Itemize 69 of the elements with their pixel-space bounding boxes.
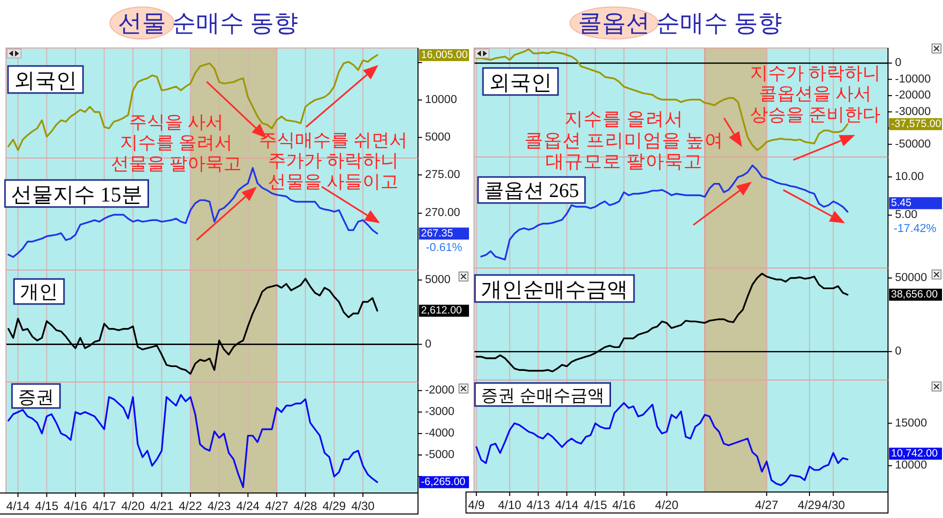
text: 16,005.00 bbox=[421, 49, 468, 62]
x-tick-label: 4/14 bbox=[555, 498, 579, 512]
line-series bbox=[476, 402, 848, 486]
y-tick-label: 10000 bbox=[425, 94, 457, 106]
series-label: 선물지수 15분 bbox=[11, 182, 142, 206]
y-tick-label: -4000 bbox=[425, 428, 454, 440]
y-tick-label: 10000 bbox=[895, 460, 927, 472]
x-tick-label: 4/24 bbox=[236, 499, 260, 513]
y-tick-label: 5000 bbox=[425, 131, 451, 144]
series-label: 개인 bbox=[20, 282, 58, 303]
x-tick-label: 4/29 bbox=[322, 499, 346, 513]
series-label: 개인순매수금액 bbox=[481, 278, 628, 302]
x-tick-label: 4/15 bbox=[35, 499, 59, 513]
text: 267.35 bbox=[421, 228, 454, 240]
y-tick-label: -3000 bbox=[425, 406, 454, 418]
y-tick-label: 5000 bbox=[425, 274, 451, 286]
series-label: 증권 순매수금액 bbox=[481, 386, 604, 405]
y-tick-label: -30000 bbox=[895, 106, 931, 118]
chart-title: 콜옵션 순매수 동향 bbox=[578, 11, 782, 37]
text: 38,656.00 bbox=[891, 288, 938, 301]
y-tick-label: -10000 bbox=[895, 73, 931, 86]
y-tick-label: 0 bbox=[425, 338, 432, 350]
x-tick-label: 4/17 bbox=[92, 499, 116, 513]
x-tick-label: 4/14 bbox=[6, 499, 30, 513]
y-tick-label: 15000 bbox=[895, 417, 927, 430]
series-label: 외국인 bbox=[489, 70, 552, 94]
x-tick-label: 4/21 bbox=[150, 499, 174, 513]
y-tick-label: 275.00 bbox=[425, 168, 460, 181]
annotation: 지수를 올려서 콜옵션 프리미엄을 높여 대규모로 팔아묵고 bbox=[524, 110, 724, 173]
x-tick-label: 4/28 bbox=[294, 499, 318, 513]
text: 5.45 bbox=[891, 197, 912, 210]
y-tick-label: 0 bbox=[895, 57, 902, 70]
y-tick-label: 50000 bbox=[895, 272, 927, 284]
text: -0.61% bbox=[426, 242, 462, 254]
y-tick-label: -2000 bbox=[425, 384, 454, 397]
y-tick-label: 270.00 bbox=[425, 207, 460, 220]
series-label: 외국인 bbox=[14, 68, 77, 92]
annotation: 주식매수를 쉬면서 주가가 하락하니 선물을 사들이고 bbox=[258, 130, 408, 192]
text: 2,612.00 bbox=[421, 304, 462, 317]
text: 10,742.00 bbox=[891, 448, 938, 460]
x-tick-label: 4/27 bbox=[754, 498, 779, 512]
x-tick-label: 4/20 bbox=[655, 498, 679, 512]
y-tick-label: 0 bbox=[895, 346, 902, 358]
x-tick-label: 4/9 bbox=[468, 498, 486, 512]
x-tick-label: 4/16 bbox=[612, 498, 636, 512]
x-tick-label: 4/22 bbox=[178, 499, 202, 513]
x-tick-label: 4/23 bbox=[208, 499, 232, 513]
y-tick-label: -20000 bbox=[895, 90, 931, 102]
text: -6,265.00 bbox=[421, 476, 466, 488]
annotation: 지수가 하락하니 콜옵션을 사서 상승을 준비한다 bbox=[750, 63, 880, 124]
x-tick-label: 4/20 bbox=[121, 499, 145, 513]
x-tick-label: 4/13 bbox=[526, 498, 550, 512]
x-tick-label: 4/30 bbox=[351, 499, 375, 513]
y-tick-label: 10.00 bbox=[895, 170, 924, 183]
series-label: 콜옵션 265 bbox=[484, 180, 579, 202]
x-tick-label: 4/29 bbox=[798, 498, 822, 512]
chart-title: 선물 순매수 동향 bbox=[118, 11, 298, 37]
x-tick-label: 4/15 bbox=[584, 498, 608, 512]
text: -17.42% bbox=[894, 223, 936, 235]
y-tick-label: -50000 bbox=[895, 138, 931, 150]
series-label: 증권 bbox=[18, 387, 54, 407]
x-tick-label: 4/16 bbox=[64, 499, 88, 513]
x-tick-label: 4/10 bbox=[498, 498, 522, 512]
text: -37,575.00 bbox=[891, 118, 942, 130]
y-tick-label: 5.00 bbox=[895, 209, 918, 222]
annotation: 주식을 사서 지수를 올려서 선물을 팔아묵고 bbox=[110, 112, 242, 174]
x-tick-label: 4/27 bbox=[264, 499, 289, 513]
x-tick-label: 4/30 bbox=[822, 498, 846, 512]
y-tick-label: -5000 bbox=[425, 449, 454, 461]
